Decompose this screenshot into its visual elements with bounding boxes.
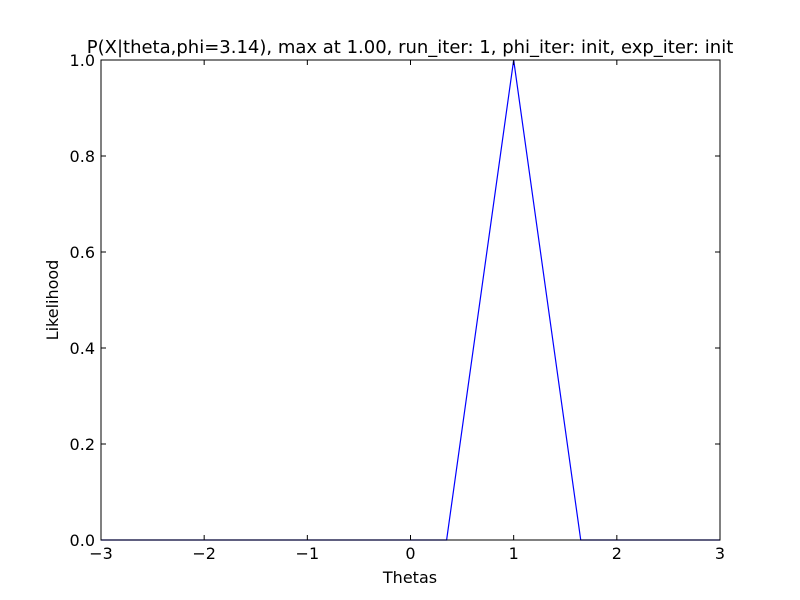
- axis-ticks: −3 −2 −1 0 1 2 3 0.0 0.2 0.4 0.6 0.8 1.0: [70, 51, 726, 563]
- y-tick-label: 1.0: [70, 51, 95, 70]
- x-tick-label: −1: [296, 544, 320, 563]
- y-tick-label: 0.2: [70, 435, 95, 454]
- chart-title: P(X|theta,phi=3.14), max at 1.00, run_it…: [87, 37, 734, 58]
- x-axis-label: Thetas: [382, 568, 437, 587]
- plot-area: [101, 59, 720, 541]
- x-tick-label: 0: [405, 544, 415, 563]
- x-tick-label: −2: [192, 544, 216, 563]
- y-axis-label: Likelihood: [43, 260, 62, 341]
- x-tick-label: 3: [715, 544, 725, 563]
- x-tick-label: −3: [89, 544, 113, 563]
- plot-frame: [100, 59, 721, 541]
- x-tick-label: 1: [509, 544, 519, 563]
- series-line-0: [101, 59, 720, 541]
- y-tick-label: 0.0: [70, 531, 95, 550]
- y-tick-label: 0.8: [70, 147, 95, 166]
- y-tick-label: 0.6: [70, 243, 95, 262]
- y-tick-label: 0.4: [70, 339, 95, 358]
- x-tick-label: 2: [612, 544, 622, 563]
